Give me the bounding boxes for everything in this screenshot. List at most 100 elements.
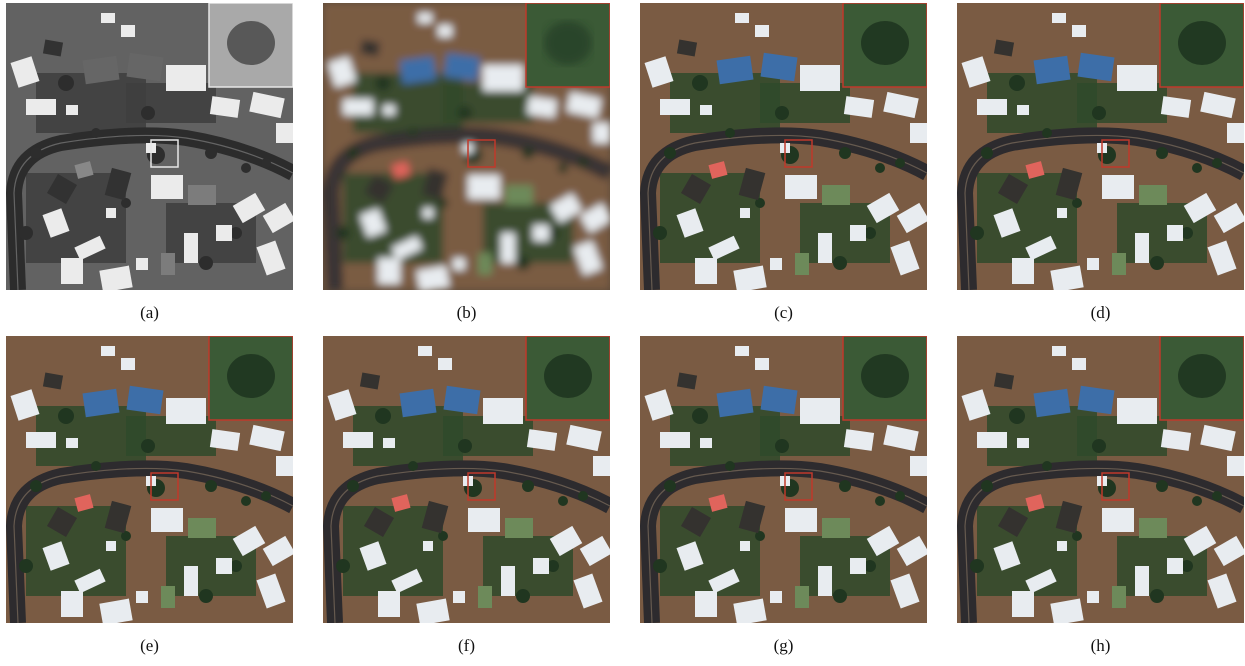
tree xyxy=(895,491,905,501)
house-roof xyxy=(1139,185,1167,205)
house-roof xyxy=(526,429,558,451)
tree xyxy=(30,147,42,159)
house-roof xyxy=(866,525,900,557)
roi-box xyxy=(150,472,179,501)
tree xyxy=(864,227,876,239)
house-roof xyxy=(740,208,750,218)
zoom-inset xyxy=(525,3,610,88)
tree xyxy=(230,560,242,572)
house-roof xyxy=(579,202,610,234)
house-roof xyxy=(501,566,515,596)
house-roof xyxy=(1025,161,1045,179)
house-roof xyxy=(738,500,766,534)
house-roof xyxy=(910,123,927,143)
tree xyxy=(1072,531,1082,541)
tree xyxy=(875,496,885,506)
house-roof xyxy=(1135,566,1149,596)
house-roof xyxy=(695,591,717,617)
house-roof xyxy=(209,96,241,118)
tree xyxy=(653,559,667,573)
house-roof xyxy=(106,208,116,218)
tree xyxy=(653,226,667,240)
house-roof xyxy=(453,591,465,603)
house-roof xyxy=(573,573,603,609)
house-roof xyxy=(468,508,500,532)
house-roof xyxy=(126,385,164,415)
aerial-image-c xyxy=(640,3,927,290)
house-roof xyxy=(1055,167,1083,201)
house-roof xyxy=(1160,96,1192,118)
tree xyxy=(347,147,359,159)
tree xyxy=(895,158,905,168)
house-roof xyxy=(993,541,1021,571)
panel-b: (b) xyxy=(323,3,610,333)
zoom-inset xyxy=(1159,3,1244,88)
panel-image xyxy=(323,336,610,623)
house-roof xyxy=(249,91,285,119)
house-roof xyxy=(276,123,293,143)
panel-d: (d) xyxy=(957,3,1244,333)
house-roof xyxy=(843,96,875,118)
house-roof xyxy=(708,494,728,512)
tree xyxy=(970,559,984,573)
house-roof xyxy=(1112,586,1126,608)
house-roof xyxy=(421,500,449,534)
house-roof xyxy=(188,185,216,205)
house-roof xyxy=(66,438,78,448)
house-roof xyxy=(1087,591,1099,603)
house-roof xyxy=(1025,235,1057,261)
house-roof xyxy=(399,55,437,85)
tree xyxy=(775,106,789,120)
tree xyxy=(755,198,765,208)
house-roof xyxy=(896,202,927,234)
house-roof xyxy=(359,39,381,57)
house-roof xyxy=(716,55,754,85)
tree xyxy=(1092,106,1106,120)
house-roof xyxy=(1050,265,1084,290)
house-roof xyxy=(99,598,133,623)
house-roof xyxy=(184,566,198,596)
house-roof xyxy=(997,173,1029,205)
house-roof xyxy=(453,258,465,270)
house-roof xyxy=(961,389,991,421)
tree xyxy=(1092,439,1106,453)
tree xyxy=(205,147,217,159)
house-roof xyxy=(1200,91,1236,119)
house-roof xyxy=(1033,388,1071,418)
house-roof xyxy=(1077,52,1115,82)
house-roof xyxy=(438,358,452,370)
house-roof xyxy=(866,192,900,224)
house-roof xyxy=(74,161,94,179)
house-roof xyxy=(26,99,56,115)
tree xyxy=(58,75,74,91)
tree xyxy=(1192,163,1202,173)
house-roof xyxy=(800,398,840,424)
house-roof xyxy=(104,167,132,201)
tree xyxy=(578,491,588,501)
house-roof xyxy=(216,558,232,574)
panel-caption: (h) xyxy=(1090,636,1111,655)
house-roof xyxy=(468,175,500,199)
house-roof xyxy=(660,432,690,448)
house-roof xyxy=(549,525,583,557)
house-roof xyxy=(770,258,782,270)
house-roof xyxy=(421,167,449,201)
house-roof xyxy=(10,389,40,421)
tree xyxy=(438,198,448,208)
panel-image xyxy=(640,3,927,290)
house-roof xyxy=(1135,233,1149,263)
tree xyxy=(438,531,448,541)
house-roof xyxy=(391,568,423,594)
house-roof xyxy=(1207,240,1237,276)
panel-image xyxy=(6,336,293,623)
house-roof xyxy=(42,208,70,238)
tree xyxy=(141,439,155,453)
tree xyxy=(91,128,101,138)
house-roof xyxy=(1017,438,1029,448)
house-roof xyxy=(256,240,286,276)
house-roof xyxy=(680,173,712,205)
panel-caption: (f) xyxy=(458,636,475,655)
house-roof xyxy=(1052,346,1066,356)
house-roof xyxy=(121,358,135,370)
panel-image xyxy=(957,3,1244,290)
